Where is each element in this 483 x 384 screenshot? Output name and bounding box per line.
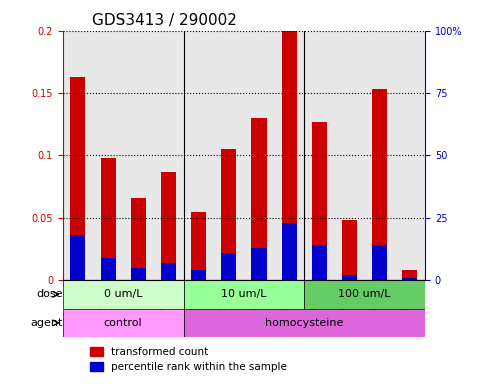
Text: homocysteine: homocysteine bbox=[265, 318, 343, 328]
Bar bbox=[161, 263, 176, 280]
Bar bbox=[402, 270, 417, 280]
Bar bbox=[372, 245, 387, 280]
Bar bbox=[402, 278, 417, 280]
Text: GDS3413 / 290002: GDS3413 / 290002 bbox=[92, 13, 237, 28]
FancyBboxPatch shape bbox=[63, 280, 184, 309]
Bar bbox=[282, 31, 297, 280]
Bar bbox=[191, 212, 206, 280]
Bar bbox=[131, 198, 146, 280]
FancyBboxPatch shape bbox=[63, 309, 184, 337]
Bar bbox=[252, 118, 267, 280]
Bar bbox=[161, 172, 176, 280]
Bar bbox=[342, 275, 357, 280]
Text: 100 um/L: 100 um/L bbox=[339, 290, 391, 300]
Bar bbox=[372, 89, 387, 280]
Text: 0 um/L: 0 um/L bbox=[104, 290, 142, 300]
Bar bbox=[282, 223, 297, 280]
Text: agent: agent bbox=[30, 318, 63, 328]
Text: control: control bbox=[104, 318, 142, 328]
Bar bbox=[100, 258, 115, 280]
Bar bbox=[312, 245, 327, 280]
Bar bbox=[191, 270, 206, 280]
FancyBboxPatch shape bbox=[184, 309, 425, 337]
Text: 10 um/L: 10 um/L bbox=[221, 290, 267, 300]
Bar bbox=[71, 77, 85, 280]
Bar bbox=[221, 253, 236, 280]
FancyBboxPatch shape bbox=[304, 280, 425, 309]
Bar bbox=[221, 149, 236, 280]
Bar bbox=[71, 235, 85, 280]
Bar bbox=[342, 220, 357, 280]
Bar bbox=[131, 268, 146, 280]
FancyBboxPatch shape bbox=[184, 280, 304, 309]
Bar bbox=[100, 158, 115, 280]
Text: dose: dose bbox=[36, 290, 63, 300]
Bar bbox=[252, 248, 267, 280]
Legend: transformed count, percentile rank within the sample: transformed count, percentile rank withi… bbox=[86, 343, 291, 376]
Bar bbox=[312, 122, 327, 280]
